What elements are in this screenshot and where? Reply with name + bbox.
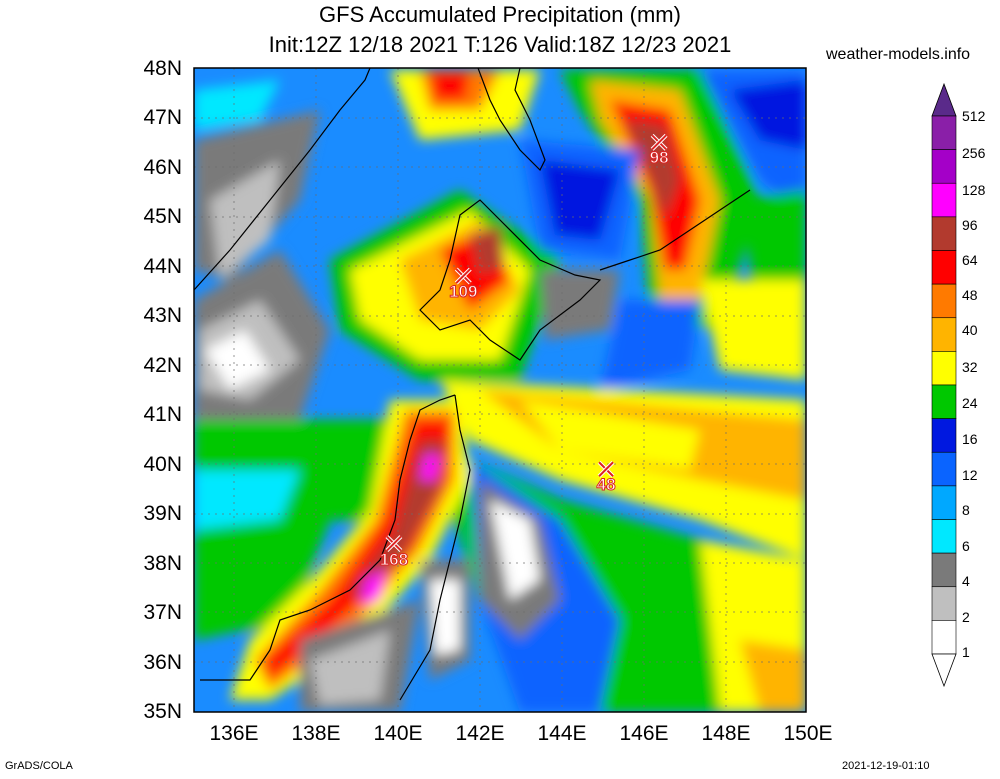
legend-label: 4 bbox=[962, 573, 970, 589]
legend-label: 32 bbox=[962, 359, 978, 375]
lat-label: 35N bbox=[143, 700, 182, 723]
lat-label: 44N bbox=[143, 255, 182, 278]
legend-swatch bbox=[931, 149, 957, 184]
legend-label: 6 bbox=[962, 538, 970, 554]
legend-label: 8 bbox=[962, 502, 970, 518]
legend-label: 16 bbox=[962, 431, 978, 447]
footer-left: GrADS/COLA bbox=[5, 760, 73, 772]
max-markers bbox=[385, 133, 668, 552]
max-marker-label: 109 bbox=[449, 282, 478, 302]
legend-swatch bbox=[931, 351, 957, 386]
lat-label: 45N bbox=[143, 205, 182, 228]
legend-top-arrow bbox=[931, 82, 957, 117]
brand-label: weather-models.info bbox=[826, 46, 971, 63]
lon-label: 150E bbox=[783, 722, 833, 745]
legend-swatch bbox=[931, 418, 957, 453]
legend-swatch bbox=[931, 283, 957, 319]
coastlines bbox=[194, 68, 751, 701]
legend-label: 256 bbox=[962, 145, 986, 161]
legend-label: 96 bbox=[962, 217, 978, 233]
legend-swatch bbox=[931, 115, 957, 150]
footer-right: 2021-12-19-01:10 bbox=[842, 760, 930, 772]
legend-swatch bbox=[931, 317, 957, 352]
legend-label: 24 bbox=[962, 395, 978, 411]
chart-title: GFS Accumulated Precipitation (mm) Init:… bbox=[180, 0, 820, 60]
lon-label: 136E bbox=[209, 722, 259, 745]
lon-label: 144E bbox=[537, 722, 587, 745]
precip-field bbox=[194, 68, 806, 712]
legend-swatch bbox=[931, 586, 957, 621]
lat-label: 38N bbox=[143, 552, 182, 575]
lat-label: 41N bbox=[143, 403, 182, 426]
legend-swatch bbox=[931, 216, 957, 251]
max-marker-label: 98 bbox=[649, 148, 669, 168]
legend-swatch bbox=[931, 182, 957, 218]
legend-swatch bbox=[931, 519, 957, 554]
max-marker-x-icon bbox=[454, 267, 472, 285]
title-line-1: GFS Accumulated Precipitation (mm) bbox=[319, 2, 681, 27]
lon-label: 140E bbox=[373, 722, 423, 745]
legend-label: 48 bbox=[962, 287, 978, 303]
lat-label: 46N bbox=[143, 156, 182, 179]
lon-label: 146E bbox=[619, 722, 669, 745]
legend-label: 1 bbox=[962, 644, 970, 660]
legend-label: 128 bbox=[962, 182, 986, 198]
lat-label: 40N bbox=[143, 453, 182, 476]
legend-label: 12 bbox=[962, 467, 978, 483]
title-line-2: Init:12Z 12/18 2021 T:126 Valid:18Z 12/2… bbox=[268, 32, 732, 57]
legend-bottom-arrow bbox=[931, 653, 957, 688]
max-marker-x-icon bbox=[385, 535, 403, 552]
lat-label: 42N bbox=[143, 354, 182, 377]
lat-label: 47N bbox=[143, 106, 182, 129]
legend-swatch bbox=[931, 552, 957, 588]
lon-label: 148E bbox=[701, 722, 751, 745]
max-marker-x-icon bbox=[597, 460, 615, 478]
legend-label: 40 bbox=[962, 322, 978, 338]
color-legend bbox=[931, 82, 957, 688]
legend-swatch bbox=[931, 451, 957, 487]
legend-label: 2 bbox=[962, 609, 970, 625]
lon-label: 138E bbox=[291, 722, 341, 745]
lat-label: 43N bbox=[143, 304, 182, 327]
grid-lines bbox=[194, 68, 806, 712]
lat-label: 48N bbox=[143, 57, 182, 80]
legend-label: 512 bbox=[962, 108, 986, 124]
lat-label: 39N bbox=[143, 502, 182, 525]
legend-label: 64 bbox=[962, 252, 978, 268]
legend-swatch bbox=[931, 250, 957, 285]
lon-label: 142E bbox=[455, 722, 505, 745]
max-marker-label: 168 bbox=[379, 549, 409, 569]
legend-swatch bbox=[931, 620, 957, 655]
map-frame bbox=[193, 67, 807, 713]
max-marker-label: 48 bbox=[596, 475, 616, 495]
legend-swatch bbox=[931, 485, 957, 520]
legend-swatch bbox=[931, 384, 957, 419]
lat-label: 37N bbox=[143, 601, 182, 624]
lat-label: 36N bbox=[143, 651, 182, 674]
max-marker-x-icon bbox=[650, 133, 668, 151]
